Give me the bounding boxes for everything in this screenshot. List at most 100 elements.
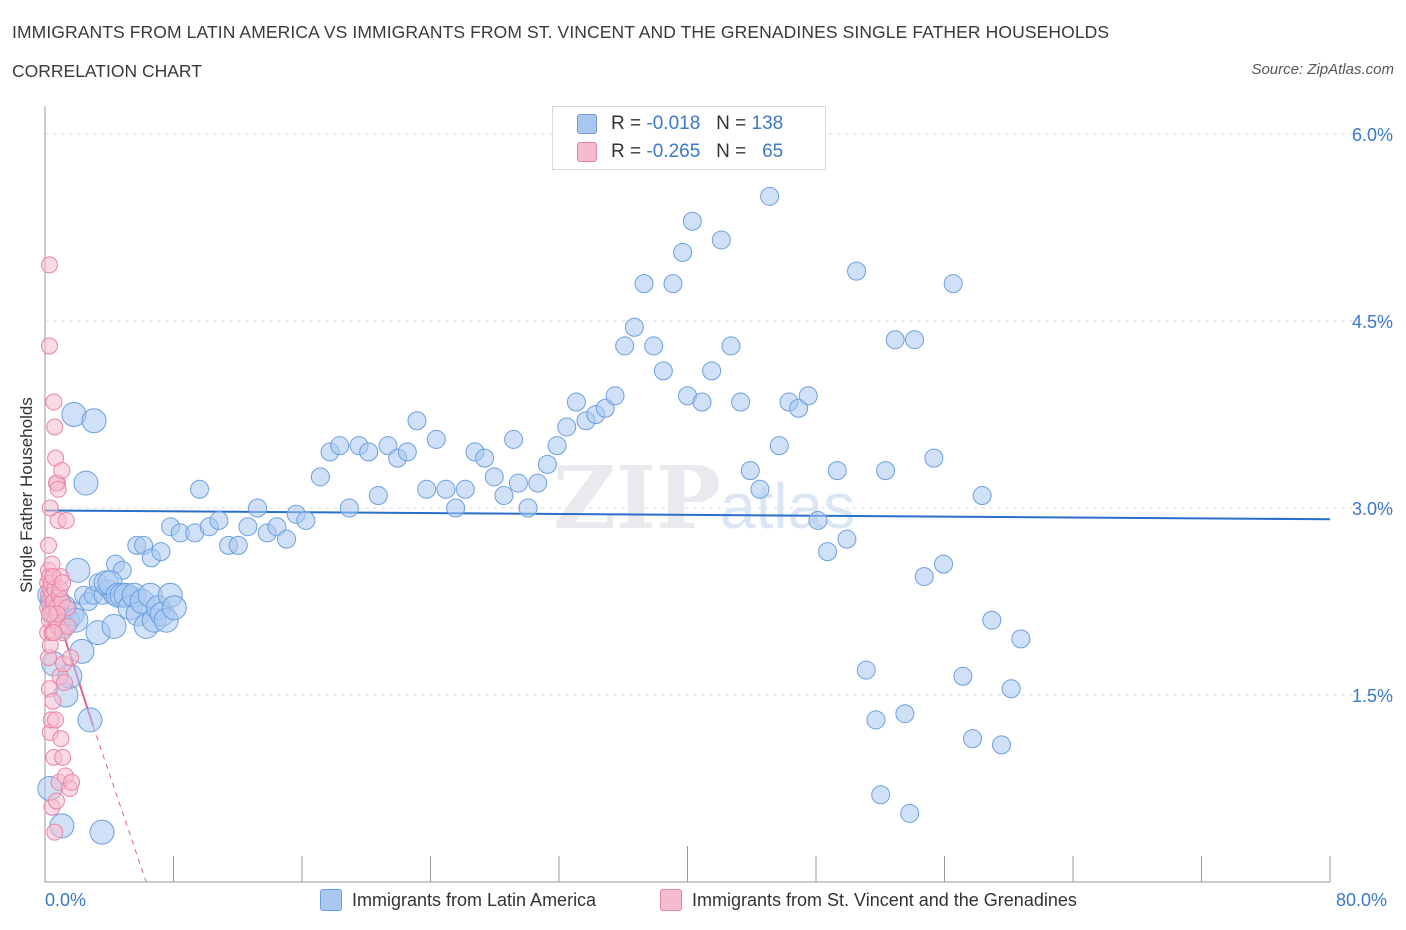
data-point-latin-america bbox=[81, 408, 107, 434]
data-point-latin-america bbox=[508, 473, 528, 493]
data-point-st-vincent bbox=[44, 692, 62, 710]
data-point-latin-america bbox=[702, 361, 722, 381]
chart-title: IMMIGRANTS FROM LATIN AMERICA VS IMMIGRA… bbox=[12, 22, 1110, 42]
data-point-latin-america bbox=[238, 517, 258, 537]
series-st-vincent bbox=[39, 256, 81, 841]
data-point-latin-america bbox=[475, 448, 495, 468]
data-point-latin-america bbox=[837, 529, 857, 549]
data-point-st-vincent bbox=[45, 624, 63, 642]
data-point-latin-america bbox=[972, 486, 992, 506]
data-point-latin-america bbox=[750, 479, 770, 499]
n-label: N = bbox=[716, 113, 747, 134]
data-point-latin-america bbox=[1011, 629, 1031, 649]
data-point-latin-america bbox=[731, 392, 751, 412]
data-point-latin-america bbox=[914, 567, 934, 587]
data-point-latin-america bbox=[943, 274, 963, 294]
data-point-st-vincent bbox=[59, 617, 77, 635]
data-point-latin-america bbox=[605, 386, 625, 406]
data-point-latin-america bbox=[871, 785, 891, 805]
data-point-latin-america bbox=[296, 510, 316, 530]
data-point-latin-america bbox=[953, 666, 973, 686]
data-point-latin-america bbox=[89, 819, 115, 845]
data-point-st-vincent bbox=[45, 393, 63, 411]
data-point-latin-america bbox=[934, 554, 954, 574]
y-tick-labels: 1.5% 3.0% 4.5% 6.0% bbox=[1352, 125, 1393, 706]
data-point-latin-america bbox=[1001, 679, 1021, 699]
data-point-latin-america bbox=[528, 473, 548, 493]
data-point-st-vincent bbox=[54, 748, 72, 766]
data-point-latin-america bbox=[339, 498, 359, 518]
data-point-st-vincent bbox=[47, 711, 65, 729]
y-tick-label: 3.0% bbox=[1352, 499, 1393, 519]
data-point-latin-america bbox=[634, 274, 654, 294]
stats-row-pink: R = -0.265 N = 65 bbox=[577, 140, 783, 164]
data-point-st-vincent bbox=[46, 823, 64, 841]
pink-swatch bbox=[577, 142, 597, 162]
grid-lines bbox=[45, 133, 1390, 696]
data-point-latin-america bbox=[494, 486, 514, 506]
data-point-st-vincent bbox=[40, 337, 58, 355]
data-point-latin-america bbox=[847, 261, 867, 281]
data-point-latin-america bbox=[653, 361, 673, 381]
stats-legend: R = -0.018 N = 138 R = -0.265 N = 65 bbox=[552, 106, 826, 170]
data-point-latin-america bbox=[248, 498, 268, 518]
data-point-st-vincent bbox=[47, 792, 65, 810]
data-point-st-vincent bbox=[49, 480, 67, 498]
watermark-atlas: atlas bbox=[720, 470, 855, 542]
y-tick-label: 6.0% bbox=[1352, 125, 1393, 145]
data-point-latin-america bbox=[77, 707, 103, 733]
data-point-latin-america bbox=[151, 542, 171, 562]
r-label: R = bbox=[611, 113, 642, 134]
data-point-st-vincent bbox=[40, 605, 58, 623]
data-point-latin-america bbox=[407, 411, 427, 431]
data-point-latin-america bbox=[644, 336, 664, 356]
data-point-latin-america bbox=[876, 461, 896, 481]
data-point-latin-america bbox=[905, 330, 925, 350]
data-point-latin-america bbox=[895, 704, 915, 724]
data-point-latin-america bbox=[73, 470, 99, 496]
data-point-latin-america bbox=[397, 442, 417, 462]
watermark-zip: ZIP bbox=[553, 448, 721, 549]
data-point-latin-america bbox=[808, 510, 828, 530]
data-point-latin-america bbox=[228, 535, 248, 555]
data-point-latin-america bbox=[417, 479, 437, 499]
data-point-latin-america bbox=[190, 479, 210, 499]
data-point-st-vincent bbox=[55, 674, 73, 692]
data-point-latin-america bbox=[673, 242, 693, 262]
data-point-latin-america bbox=[566, 392, 586, 412]
data-point-st-vincent bbox=[57, 511, 75, 529]
y-axis-label: Single Father Households bbox=[17, 397, 36, 593]
data-point-latin-america bbox=[624, 317, 644, 337]
data-point-latin-america bbox=[518, 498, 538, 518]
stats-row-blue: R = -0.018 N = 138 bbox=[577, 112, 783, 136]
legend-item-st-vincent: Immigrants from St. Vincent and the Gren… bbox=[660, 889, 1077, 911]
data-point-latin-america bbox=[310, 467, 330, 487]
data-point-st-vincent bbox=[41, 499, 59, 517]
y-tick-label: 1.5% bbox=[1352, 686, 1393, 706]
data-point-st-vincent bbox=[62, 649, 80, 667]
data-point-st-vincent bbox=[63, 773, 81, 791]
data-point-st-vincent bbox=[54, 574, 72, 592]
data-point-latin-america bbox=[547, 436, 567, 456]
n-value: 65 bbox=[762, 141, 784, 162]
data-point-latin-america bbox=[856, 660, 876, 680]
data-point-latin-america bbox=[760, 186, 780, 206]
legend-label-pink: Immigrants from St. Vincent and the Gren… bbox=[692, 889, 1077, 910]
data-point-latin-america bbox=[277, 529, 297, 549]
legend-swatch-pink bbox=[660, 889, 682, 911]
data-point-latin-america bbox=[615, 336, 635, 356]
legend-item-latin-america: Immigrants from Latin America bbox=[320, 889, 596, 911]
x-tick-max: 80.0% bbox=[1336, 890, 1388, 910]
trend-lines bbox=[44, 509, 1331, 883]
y-tick-label: 4.5% bbox=[1352, 312, 1393, 332]
data-point-latin-america bbox=[426, 429, 446, 449]
data-point-latin-america bbox=[721, 336, 741, 356]
r-label: R = bbox=[611, 141, 642, 162]
data-point-latin-america bbox=[900, 803, 920, 823]
data-point-latin-america bbox=[692, 392, 712, 412]
data-point-latin-america bbox=[446, 498, 466, 518]
data-point-latin-america bbox=[992, 735, 1012, 755]
r-value: -0.018 bbox=[646, 113, 701, 134]
data-point-latin-america bbox=[827, 461, 847, 481]
data-point-latin-america bbox=[504, 429, 524, 449]
